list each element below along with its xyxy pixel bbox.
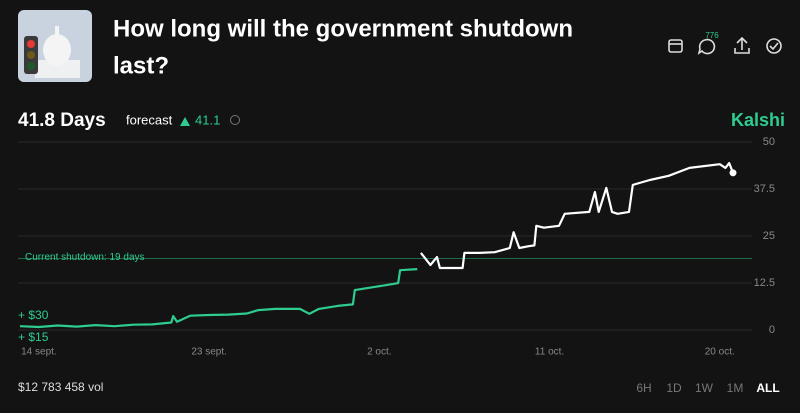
watch-icon[interactable] [766,38,782,54]
range-button[interactable]: 6H [636,381,651,395]
x-tick-label: 2 oct. [367,347,391,358]
calendar-icon[interactable] [668,39,683,53]
range-button[interactable]: 1W [695,381,714,395]
payout-label: + $15 [18,330,49,344]
title-line: last? [113,52,169,79]
forecast-change: 41.1 [195,112,220,127]
annotation-label: Current shutdown: 19 days [25,252,145,263]
volume: $12 783 458 vol [18,380,103,394]
y-tick-label: 0 [769,324,775,336]
plot: 0 12.5 25 37.5 50 14 sept. 23 sept. 2 oct. 11 oc… [18,136,775,358]
end-dot [729,169,737,177]
forecast-value: 41.8 Days [18,110,106,131]
x-tick-label: 14 sept. [21,347,57,358]
x-tick-label: 23 sept. [191,347,227,358]
range-button[interactable]: 1M [727,381,744,395]
range-button[interactable]: 1D [666,381,682,395]
brand: Kalshi [731,110,785,130]
y-tick-label: 37.5 [754,183,775,195]
y-tick-label: 50 [763,136,775,148]
forecast-label: forecast [126,112,173,127]
x-tick-label: 20 oct. [705,347,735,358]
comments-icon[interactable] [697,38,716,55]
y-tick-label: 12.5 [754,277,775,289]
y-tick-label: 25 [763,230,775,242]
payout-label: + $30 [18,308,49,322]
range-button[interactable]: ALL [756,381,779,395]
info-icon[interactable] [230,115,240,125]
share-icon[interactable] [734,36,750,54]
range-buttons: 6H 1D 1W 1M ALL [636,381,779,395]
thumbnail [18,10,92,82]
series-line [19,268,418,329]
up-arrow [180,117,190,126]
title-line: How long will the government shutdown [113,15,573,42]
comment-count: 776 [705,31,719,40]
series-line [420,162,735,270]
x-tick-label: 11 oct. [535,347,564,358]
